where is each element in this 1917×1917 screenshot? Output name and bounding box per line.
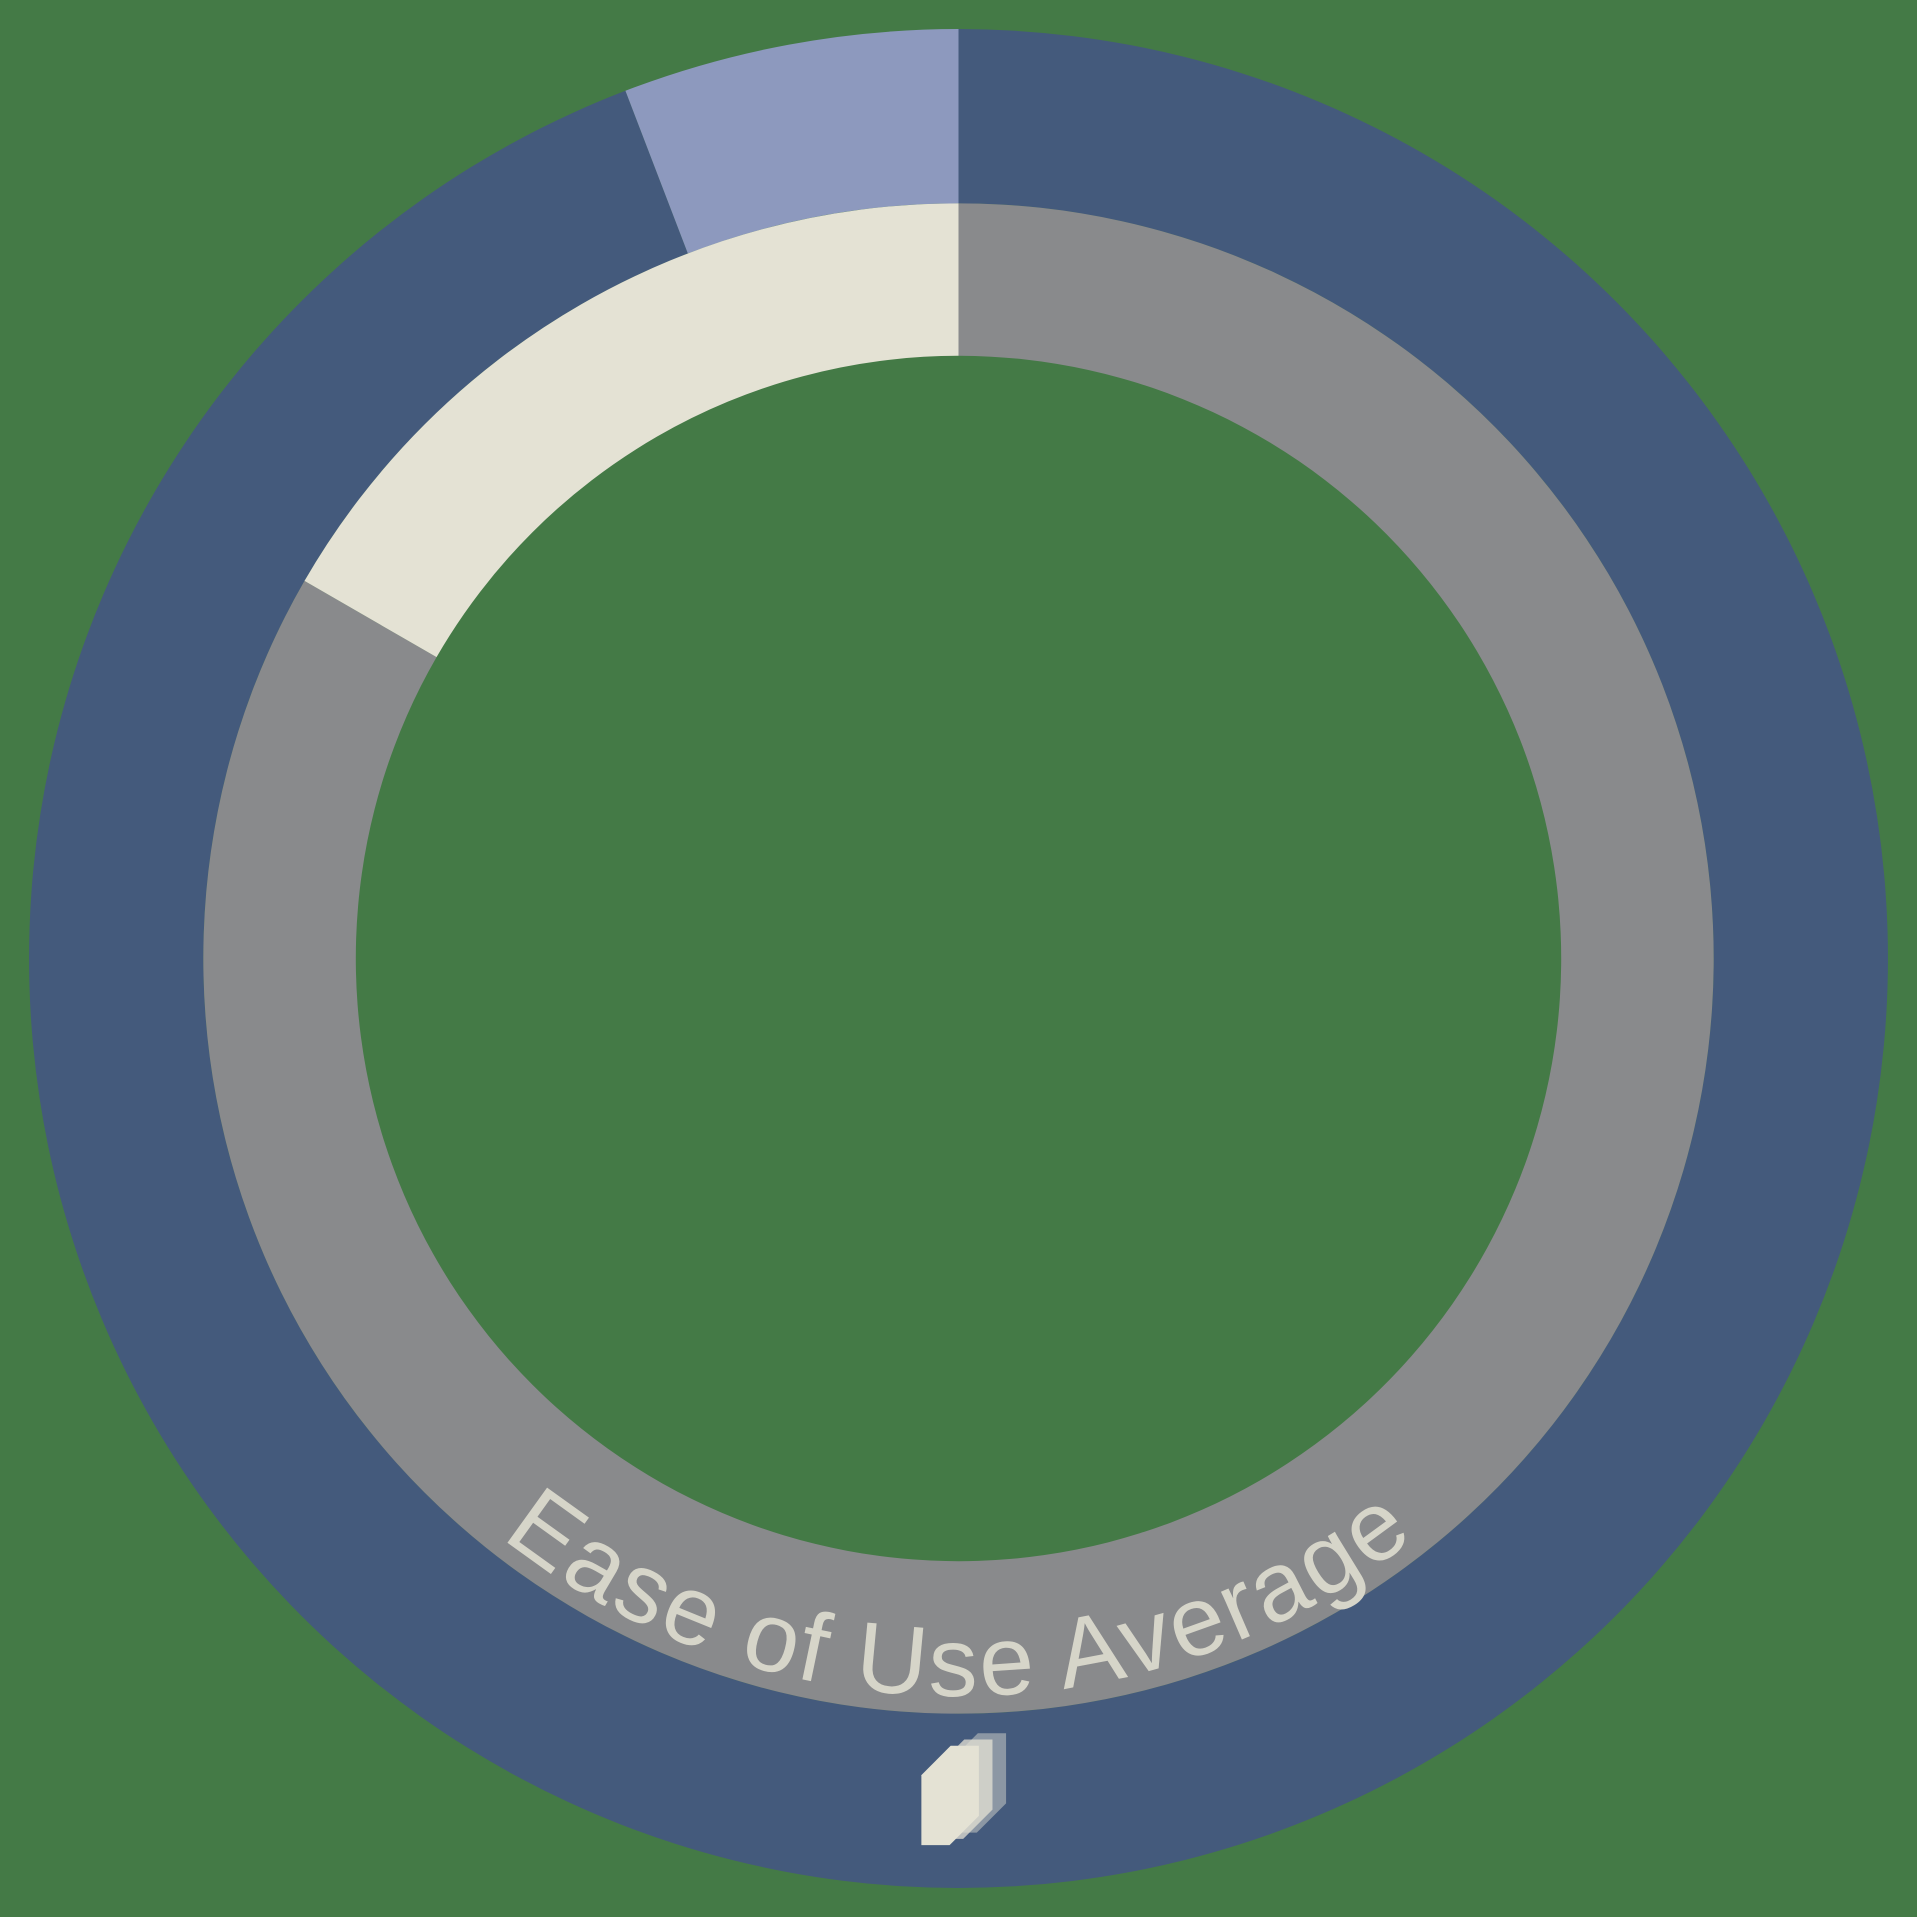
donut-chart: Ease of Use Average	[0, 0, 1917, 1917]
chart-svg: Ease of Use Average	[0, 0, 1917, 1917]
